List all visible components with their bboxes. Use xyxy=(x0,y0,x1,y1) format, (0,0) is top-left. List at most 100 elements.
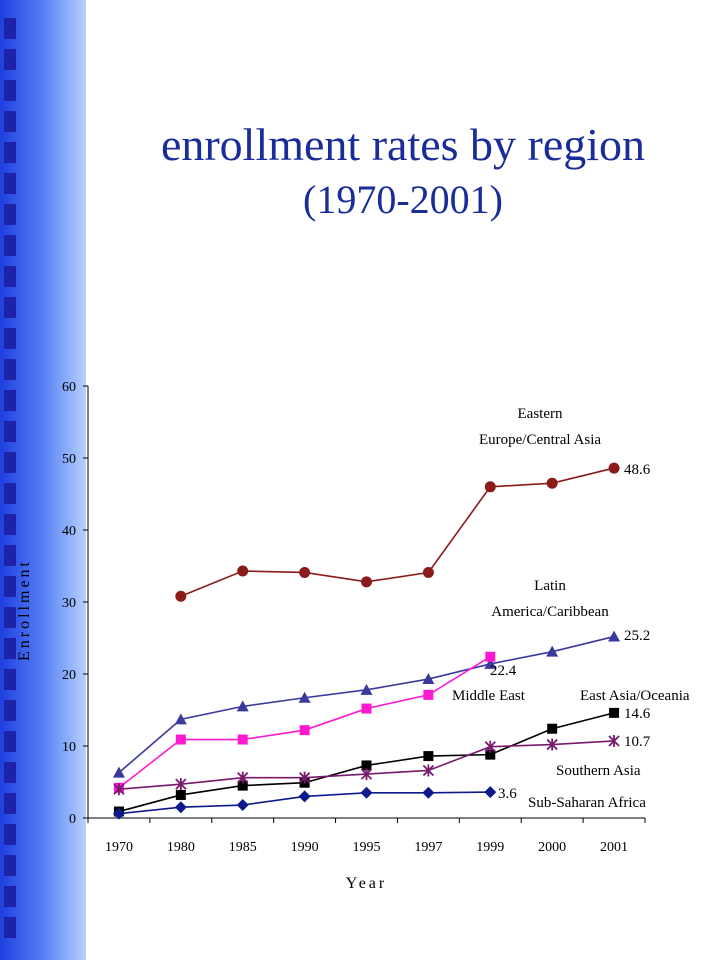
end-value-label-sa: 10.7 xyxy=(624,734,651,750)
data-point-lac xyxy=(546,645,559,657)
data-point-eeca xyxy=(299,566,311,578)
bullet-square xyxy=(4,855,16,876)
y-tick-label: 10 xyxy=(62,740,76,755)
bullet-square xyxy=(4,328,16,349)
data-point-ssa xyxy=(112,807,125,820)
data-point-ssa xyxy=(484,786,497,799)
data-point-lac xyxy=(422,673,435,685)
data-point-eao xyxy=(237,780,248,791)
data-point-eao xyxy=(485,749,496,760)
bullet-square xyxy=(4,824,16,845)
data-point-sa xyxy=(237,771,249,784)
data-point-lac xyxy=(236,700,249,712)
data-point-sa xyxy=(360,768,373,781)
slide-subtitle: (1970-2001) xyxy=(303,177,503,222)
bullet-column xyxy=(4,18,18,948)
data-point-eao xyxy=(175,789,186,800)
y-tick-label: 30 xyxy=(62,596,76,611)
y-tick-label: 50 xyxy=(62,452,76,467)
data-point-ssa xyxy=(174,801,187,814)
bullet-square xyxy=(4,638,16,659)
data-point-eao xyxy=(361,760,372,771)
series-label-ssa: Sub-Saharan Africa xyxy=(528,795,646,811)
bullet-square xyxy=(4,297,16,318)
bullet-square xyxy=(4,49,16,70)
data-point-sa xyxy=(113,783,125,796)
end-value-label-lac: 25.2 xyxy=(624,628,650,644)
data-point-ssa xyxy=(236,799,249,812)
series-label-eao: East Asia/Oceania xyxy=(580,688,690,704)
end-value-label-me: 22.4 xyxy=(490,663,517,679)
left-decorative-band xyxy=(0,0,86,960)
y-tick-label: 20 xyxy=(62,668,76,683)
data-point-me xyxy=(361,703,372,714)
data-point-me xyxy=(299,725,310,736)
end-value-label-eao: 14.6 xyxy=(624,706,651,722)
data-point-lac xyxy=(174,713,187,725)
series-label-sa: Southern Asia xyxy=(556,763,641,779)
data-point-sa xyxy=(298,771,311,784)
bullet-square xyxy=(4,700,16,721)
bullet-square xyxy=(4,545,16,566)
slide-title: enrollment rates by region xyxy=(160,119,646,170)
data-point-lac xyxy=(608,630,621,642)
x-tick-label: 1999 xyxy=(476,840,504,855)
bullet-square xyxy=(4,235,16,256)
data-point-lac xyxy=(484,657,497,669)
bullet-square xyxy=(4,762,16,783)
bullet-square xyxy=(4,731,16,752)
bullet-square xyxy=(4,607,16,628)
x-tick-label: 2000 xyxy=(538,840,566,855)
bullet-square xyxy=(4,452,16,473)
data-point-eao xyxy=(423,751,434,762)
bullet-square xyxy=(4,111,16,132)
bullet-square xyxy=(4,390,16,411)
data-point-eeca xyxy=(422,566,434,578)
series-label-me: Middle East xyxy=(452,688,526,704)
data-point-eeca xyxy=(361,576,372,588)
x-tick-label: 1980 xyxy=(167,840,195,855)
bullet-square xyxy=(4,142,16,163)
data-point-sa xyxy=(484,740,496,753)
bullet-square xyxy=(4,18,16,39)
data-point-lac xyxy=(360,683,373,695)
series-label-lac: America/Caribbean xyxy=(491,604,609,620)
y-tick-label: 0 xyxy=(69,812,76,827)
end-value-label-ssa: 3.6 xyxy=(498,786,517,802)
data-point-ssa xyxy=(298,790,311,803)
x-tick-label: 1985 xyxy=(229,840,257,855)
x-tick-label: 1997 xyxy=(414,840,442,855)
bullet-square xyxy=(4,917,16,938)
series-label-lac: Latin xyxy=(534,578,566,594)
x-tick-label: 1990 xyxy=(291,840,319,855)
data-point-eeca xyxy=(237,565,249,577)
data-point-eeca xyxy=(484,481,496,493)
data-point-eao xyxy=(547,723,558,734)
series-label-eeca: Eastern xyxy=(518,406,563,422)
x-tick-label: 2001 xyxy=(600,840,628,855)
data-point-me xyxy=(485,651,496,662)
bullet-square xyxy=(4,173,16,194)
bullet-square xyxy=(4,204,16,225)
bullet-square xyxy=(4,483,16,504)
bullet-square xyxy=(4,576,16,597)
bullet-square xyxy=(4,421,16,442)
data-point-eeca xyxy=(175,590,187,602)
x-tick-label: 1970 xyxy=(105,840,133,855)
data-point-eeca xyxy=(546,477,558,489)
y-axis-title: Enrollment xyxy=(16,559,33,661)
data-point-me xyxy=(237,734,248,745)
data-point-lac xyxy=(112,766,125,778)
data-point-lac xyxy=(298,691,311,703)
data-point-sa xyxy=(422,764,435,777)
bullet-square xyxy=(4,514,16,535)
bullet-square xyxy=(4,793,16,814)
x-axis-title: Year xyxy=(346,875,387,892)
bullet-square xyxy=(4,266,16,287)
data-point-me xyxy=(175,734,186,745)
x-tick-label: 1995 xyxy=(353,840,381,855)
data-point-ssa xyxy=(360,786,373,799)
bullet-square xyxy=(4,80,16,101)
bullet-square xyxy=(4,669,16,690)
